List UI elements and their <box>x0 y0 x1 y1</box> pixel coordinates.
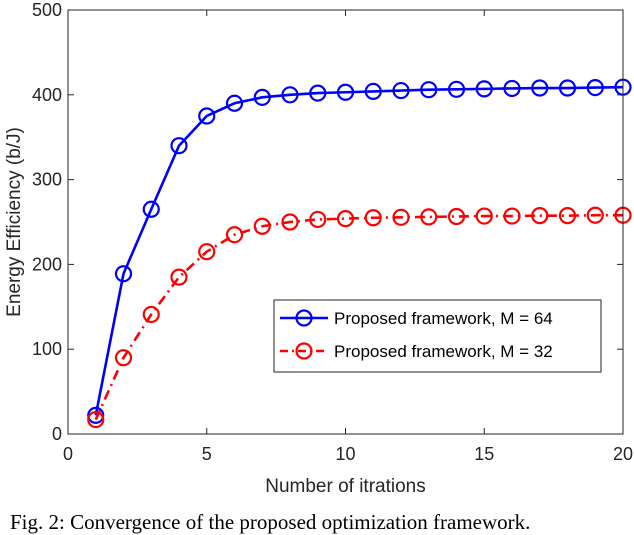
series-2 <box>87 206 632 429</box>
data-point <box>87 406 105 424</box>
legend-entry: Proposed framework, M = 32 <box>280 342 553 361</box>
series-1 <box>87 78 632 424</box>
data-point <box>503 207 521 225</box>
data-point <box>309 84 327 102</box>
data-point <box>447 80 466 98</box>
data-point <box>114 349 133 367</box>
data-point <box>281 86 299 104</box>
data-point <box>114 265 133 283</box>
data-point <box>364 209 382 227</box>
x-axis-ticks: 0 5 10 15 20 <box>63 10 633 464</box>
y-tick-label: 0 <box>52 424 62 444</box>
x-tick-label: 0 <box>63 444 73 464</box>
data-point <box>281 213 299 231</box>
x-tick-label: 15 <box>474 444 494 464</box>
data-point <box>531 207 549 225</box>
data-point <box>392 208 410 226</box>
y-tick-label: 400 <box>32 85 62 105</box>
y-tick-label: 300 <box>32 170 62 190</box>
x-tick-label: 10 <box>335 444 355 464</box>
y-tick-label: 200 <box>32 254 62 274</box>
plot-frame <box>67 9 624 435</box>
data-point <box>586 78 604 97</box>
series-layer <box>87 78 632 429</box>
y-tick-label: 100 <box>32 339 62 359</box>
data-point <box>198 107 216 125</box>
y-tick-label: 500 <box>32 0 62 20</box>
data-point <box>336 210 355 228</box>
data-point <box>170 268 188 286</box>
data-point <box>586 206 604 224</box>
legend-box <box>273 299 602 373</box>
data-point <box>225 226 244 244</box>
data-point <box>225 94 244 112</box>
data-point <box>309 210 327 229</box>
data-point <box>142 200 160 218</box>
x-axis-label: Number of itrations <box>265 476 426 497</box>
legend-label: Proposed framework, M = 64 <box>334 309 553 328</box>
data-point <box>364 82 382 101</box>
x-tick-label: 5 <box>202 444 212 464</box>
data-point <box>475 80 493 98</box>
data-point <box>253 217 271 235</box>
data-point <box>336 83 355 101</box>
data-point <box>558 79 577 97</box>
data-point <box>87 410 105 429</box>
data-point <box>420 81 438 99</box>
data-point <box>558 207 577 225</box>
x-tick-label: 20 <box>613 444 633 464</box>
legend-marker <box>295 309 313 327</box>
data-point <box>253 88 271 106</box>
data-point <box>142 305 160 324</box>
data-point <box>392 81 410 100</box>
legend-entry: Proposed framework, M = 64 <box>280 309 553 328</box>
data-point <box>170 137 188 155</box>
data-point <box>475 207 493 225</box>
legend-label: Proposed framework, M = 32 <box>334 342 553 361</box>
legend-marker <box>295 342 313 360</box>
y-axis-ticks: 0 100 200 300 400 500 <box>32 0 623 444</box>
y-axis-label: Energy Efficiency (b/J) <box>4 127 25 317</box>
data-point <box>531 79 549 97</box>
data-point <box>420 208 438 226</box>
figure-caption: Fig. 2: Convergence of the proposed opti… <box>10 510 531 534</box>
data-point <box>503 79 521 98</box>
data-point <box>198 243 216 261</box>
data-point <box>447 207 466 226</box>
legend: Proposed framework, M = 64 Proposed frame… <box>273 299 602 373</box>
